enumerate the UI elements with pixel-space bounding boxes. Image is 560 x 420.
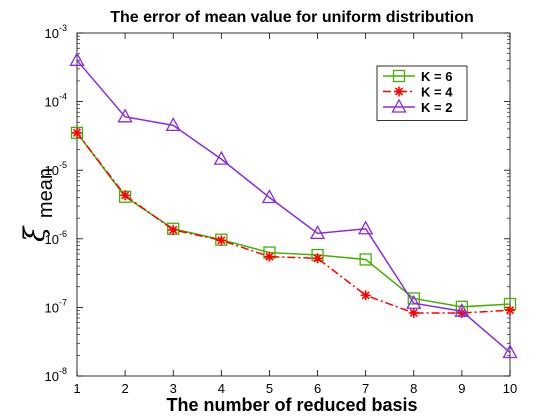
series-layer	[69, 51, 518, 359]
series-2-point	[408, 307, 419, 318]
series-2-point	[505, 305, 515, 316]
marker-stroke	[409, 308, 418, 318]
legend-label: K = 2	[421, 100, 452, 115]
y-tick-label-exponent: -6	[59, 229, 67, 239]
y-tick-label: 10-5	[45, 160, 67, 178]
x-tick-label: 3	[170, 381, 177, 396]
series-3-point	[69, 51, 85, 66]
y-axis-label-subscript: mean	[35, 168, 57, 218]
series-2-point	[120, 190, 131, 201]
y-tick-label-exponent: -4	[59, 92, 67, 102]
y-tick-label-exponent: -8	[59, 366, 67, 376]
y-tick-label: 10-6	[45, 229, 67, 247]
legend-label: K = 6	[421, 69, 452, 84]
series-2-point	[168, 224, 179, 235]
y-tick-label: 10-3	[45, 23, 67, 41]
y-tick-label-exponent: -7	[59, 297, 67, 307]
x-axis: 1 2 3 4 5 6 7 8 9 10	[73, 33, 517, 396]
legend-marker	[394, 86, 404, 97]
x-axis-label: The number of reduced basis	[166, 395, 417, 415]
x-tick-label: 10	[503, 381, 517, 396]
marker-stroke	[265, 252, 274, 261]
series-3-point	[213, 150, 229, 165]
y-axis-label: ξ mean	[18, 168, 57, 242]
y-tick-label: 10-4	[45, 92, 67, 110]
legend-marker	[391, 98, 407, 113]
y-tick-label-exponent: -3	[59, 23, 67, 33]
legend-label: K = 4	[421, 85, 453, 100]
y-tick-label-base: 10	[45, 300, 59, 315]
series-1-point	[70, 126, 84, 140]
series-3-point	[165, 117, 181, 132]
legend-box	[376, 65, 468, 121]
y-tick-label-base: 10	[45, 232, 59, 247]
series-2-point	[72, 127, 82, 138]
series-1-point	[359, 253, 372, 266]
x-tick-label: 1	[73, 381, 80, 396]
y-tick-label: 10-8	[45, 366, 67, 384]
marker-stroke	[505, 306, 515, 315]
series-2-point	[216, 235, 227, 246]
y-tick-label-base: 10	[45, 26, 59, 41]
marker-stroke	[72, 128, 82, 137]
y-tick-label: 10-7	[45, 297, 67, 315]
series-line-2	[76, 132, 511, 314]
series-3-point	[309, 225, 326, 240]
marker-stroke	[313, 254, 322, 263]
series-3-point	[406, 294, 422, 309]
y-tick-label-base: 10	[45, 369, 59, 384]
svg-text:ξ mean: ξ mean	[18, 168, 57, 242]
legend: K = 6K = 4K = 2	[376, 65, 468, 121]
marker-stroke	[394, 87, 404, 96]
marker-stroke	[361, 291, 370, 300]
x-tick-label: 5	[266, 381, 273, 396]
x-tick-label: 9	[458, 381, 465, 396]
series-3-point	[454, 302, 470, 317]
chart-title: The error of mean value for uniform dist…	[110, 9, 474, 26]
series-3-point	[261, 189, 278, 204]
series-2-point	[264, 251, 275, 262]
marker-stroke	[169, 225, 178, 234]
y-tick-label-base: 10	[45, 95, 59, 110]
x-tick-label: 4	[218, 381, 225, 396]
series-2-point	[360, 290, 371, 301]
y-axis-label-symbol: ξ	[18, 225, 51, 242]
x-tick-label: 7	[362, 381, 369, 396]
marker-stroke	[121, 191, 130, 200]
series-2-point	[312, 253, 323, 264]
y-axis: 10-810-710-610-510-410-3	[45, 23, 510, 384]
series-3-point	[117, 108, 133, 123]
x-tick-label: 2	[121, 381, 128, 396]
y-tick-label-base: 10	[45, 163, 59, 178]
marker-stroke	[457, 308, 466, 318]
series-3-point	[502, 344, 518, 359]
x-tick-label: 6	[314, 381, 321, 396]
x-tick-label: 8	[410, 381, 417, 396]
series-3-point	[358, 220, 374, 235]
series-line-3	[76, 59, 511, 354]
marker-stroke	[217, 236, 226, 245]
legend-marker	[392, 69, 406, 83]
y-tick-label-exponent: -5	[59, 160, 67, 170]
